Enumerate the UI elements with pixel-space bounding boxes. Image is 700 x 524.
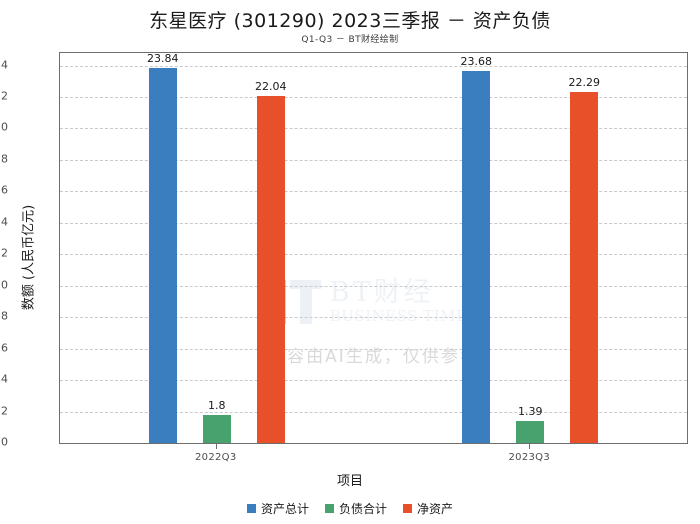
gridline [60, 97, 687, 99]
chart-title: 东星医疗 (301290) 2023三季报 － 资产负债 [149, 10, 551, 32]
bar-value-label: 22.29 [568, 76, 601, 90]
y-axis-title: 数额 (人民币亿元) [21, 204, 37, 311]
legend-label: 资产总计 [260, 502, 309, 516]
chart-subtitle: Q1-Q3 － BT财经绘制 [301, 35, 399, 45]
x-axis-title: 项目 [336, 474, 363, 489]
y-axis-tick-label: 24 [0, 58, 8, 72]
bar-负债合计-2023Q3[interactable] [516, 421, 545, 443]
legend-swatch-icon [246, 504, 256, 513]
gridline [60, 380, 687, 382]
legend-label: 负债合计 [338, 502, 387, 516]
gridline [60, 254, 687, 256]
gridline [60, 65, 687, 67]
bar-value-label: 22.04 [255, 80, 287, 94]
legend-label: 净资产 [417, 502, 454, 516]
legend-item-净资产[interactable]: 净资产 [403, 500, 453, 517]
gridline [60, 222, 687, 224]
y-axis-tick-label: 0 [1, 435, 8, 449]
y-axis-tick-label: 22 [0, 89, 8, 103]
legend: 资产总计 负债合计 净资产 [0, 500, 700, 517]
gridline [60, 191, 687, 193]
y-axis-tick-label: 18 [0, 152, 8, 166]
bar-资产总计-2022Q3[interactable] [148, 68, 177, 443]
y-axis-tick-label: 12 [0, 246, 8, 260]
x-axis-tick-label: 2022Q3 [195, 452, 237, 463]
gridline [60, 317, 687, 319]
y-axis-tick-label: 16 [0, 183, 8, 197]
bar-净资产-2023Q3[interactable] [570, 92, 599, 443]
gridline [60, 159, 687, 161]
plot-area: BT财经 BUSINESS TIMES 内容由AI生成，仅供参考 23.84 1.… [59, 52, 688, 444]
bar-资产总计-2023Q3[interactable] [462, 70, 491, 443]
y-axis-tick-label: 14 [0, 215, 8, 229]
legend-swatch-icon [324, 504, 334, 513]
bar-value-label: 1.8 [208, 398, 226, 412]
y-axis-tick-label: 4 [1, 372, 8, 386]
legend-item-资产总计[interactable]: 资产总计 [246, 500, 309, 517]
legend-item-负债合计[interactable]: 负债合计 [324, 500, 387, 517]
y-axis-tick-label: 20 [0, 120, 8, 134]
x-axis-tick-label: 2023Q3 [508, 452, 550, 463]
x-axis-tick-mark [215, 444, 217, 449]
legend-swatch-icon [403, 504, 412, 513]
gridlines [60, 53, 687, 443]
gridline [60, 285, 687, 287]
y-axis-tick-label: 8 [1, 309, 8, 323]
gridline [60, 411, 687, 413]
y-axis-tick-label: 6 [1, 341, 8, 355]
y-axis-tick-label: 2 [1, 404, 8, 418]
bar-value-label: 23.84 [147, 52, 179, 66]
bar-value-label: 23.68 [460, 54, 493, 68]
bar-负债合计-2022Q3[interactable] [202, 414, 231, 443]
bars-layer: 23.84 1.8 22.04 23.68 1.39 22.29 [60, 52, 687, 443]
y-axis-tick-label: 10 [0, 278, 8, 292]
bar-value-label: 1.39 [518, 405, 543, 419]
gridline [60, 128, 687, 130]
x-axis-tick-mark [529, 444, 531, 449]
bar-净资产-2022Q3[interactable] [256, 96, 285, 443]
gridline [60, 348, 687, 350]
